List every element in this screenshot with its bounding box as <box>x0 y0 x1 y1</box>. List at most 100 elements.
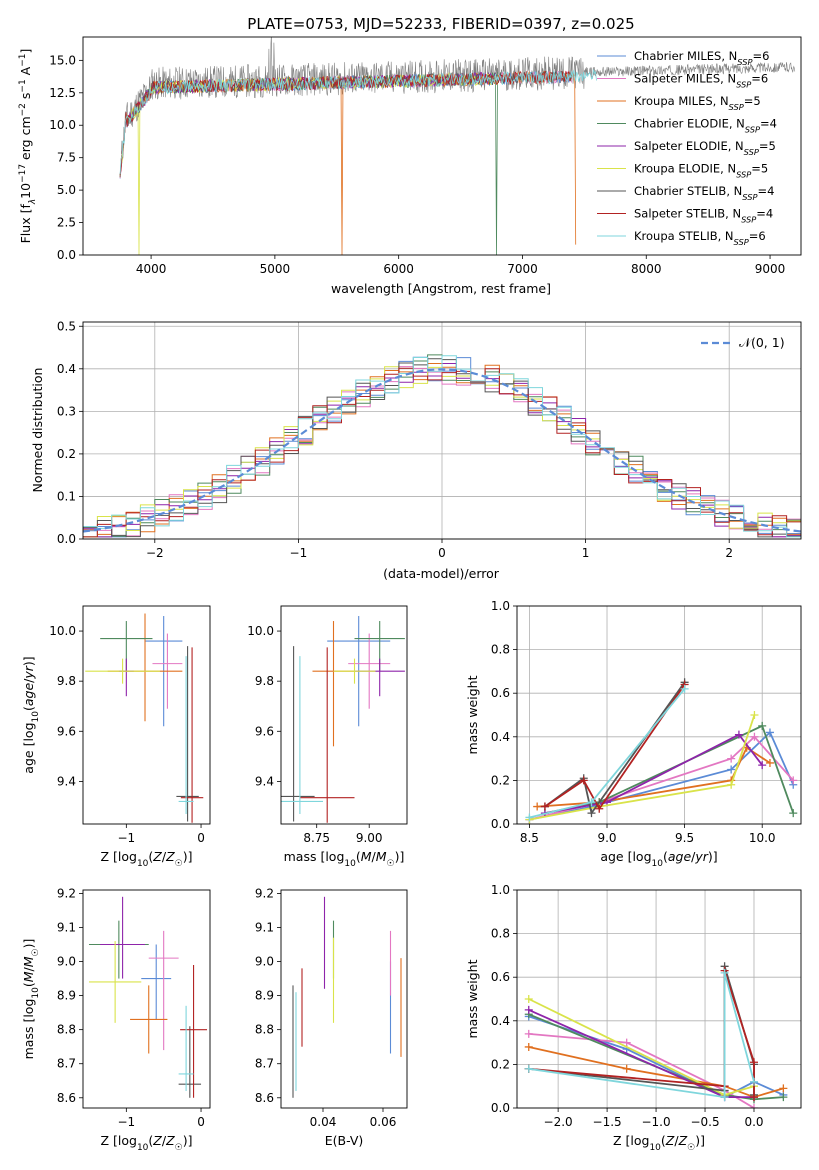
series-kroupa-stelib <box>524 968 758 1102</box>
y-tick-label: 0.0 <box>57 532 76 546</box>
model-spectrum-chabrier-elodie <box>119 72 498 255</box>
axes-frame <box>82 36 802 256</box>
axes-frame <box>280 889 408 1109</box>
spectrum-lines <box>119 37 796 255</box>
series-line <box>528 1033 755 1108</box>
errorbar-kroupa-elodie <box>88 941 142 1023</box>
x-tick-label: 0 <box>438 546 446 560</box>
histogram-salpeter-stelib <box>83 367 801 538</box>
errorbars <box>85 613 204 823</box>
data-point <box>595 804 604 813</box>
x-axis-label: E(B-V) <box>325 1133 364 1148</box>
data-point <box>720 1093 729 1102</box>
y-tick-label: 1.0 <box>491 599 510 613</box>
errorbar-salpeter-stelib <box>180 647 204 823</box>
y-tick-label: 0.4 <box>491 730 510 744</box>
errorbar-salpeter-stelib <box>299 647 355 823</box>
data-point <box>749 1093 758 1102</box>
x-tick-label: −1.0 <box>641 1115 670 1129</box>
data-point <box>720 968 729 977</box>
x-tick-label: 0 <box>197 831 205 845</box>
histogram-kroupa-stelib <box>83 355 801 538</box>
y-tick-label: 0.8 <box>491 643 510 657</box>
x-tick-label: 0.04 <box>310 1115 337 1129</box>
series-line <box>544 683 686 811</box>
legend-label: Kroupa MILES, NSSP=5 <box>634 94 761 112</box>
data-point <box>524 1029 533 1038</box>
x-tick-label: 9.5 <box>675 831 694 845</box>
series-line <box>529 730 795 821</box>
legend-label: Salpeter STELIB, NSSP=4 <box>634 207 773 225</box>
x-tick-label: 0.0 <box>744 1115 763 1129</box>
legend-label: Chabrier STELIB, NSSP=4 <box>634 184 774 202</box>
data-point <box>622 1038 631 1047</box>
axes-frame <box>82 605 211 825</box>
axes-frame <box>280 605 408 825</box>
series-line <box>528 970 755 1098</box>
x-axis-label: Z [log10(Z/Z☉)] <box>100 849 192 869</box>
series-line <box>529 714 756 821</box>
y-tick-label: 9.2 <box>57 886 76 900</box>
legend-label: Chabrier MILES, NSSP=6 <box>634 49 769 67</box>
data-point <box>749 1077 758 1086</box>
y-tick-label: 0.4 <box>491 1014 510 1028</box>
y-tick-label: 0.5 <box>57 319 76 333</box>
series-line <box>544 733 763 814</box>
x-tick-label: 9.00 <box>356 831 383 845</box>
errorbar-kroupa-miles <box>312 621 355 747</box>
errorbar-kroupa-elodie <box>85 658 160 684</box>
y-tick-label: 9.4 <box>255 774 274 788</box>
y-tick-label: 8.6 <box>57 1091 76 1105</box>
plot-age_vs_mass: 8.75 9.00 9.4 9.6 9.8 10.0 mass [log10(M/M☉)] <box>247 605 408 869</box>
data-point <box>758 721 767 730</box>
axes-frame <box>82 321 802 540</box>
legend-label: Kroupa STELIB, NSSP=6 <box>634 229 766 247</box>
data-point <box>749 1058 758 1067</box>
data-point <box>779 1084 788 1093</box>
x-tick-label: 5000 <box>260 262 291 276</box>
y-tick-label: 9.2 <box>255 886 274 900</box>
y-tick-label: 0.2 <box>491 773 510 787</box>
data-point <box>758 761 767 770</box>
y-tick-label: 9.1 <box>57 920 76 934</box>
histograms <box>83 354 801 538</box>
y-tick-label: 0.0 <box>491 1101 510 1115</box>
series-salpeter-stelib <box>540 680 689 813</box>
data-point <box>579 776 588 785</box>
data-point <box>533 802 542 811</box>
x-tick-label: 8.75 <box>303 831 330 845</box>
errorbar-salpeter-elodie <box>354 658 405 697</box>
errorbar-kroupa-stelib <box>178 1005 194 1091</box>
figure-title: PLATE=0753, MJD=52233, FIBERID=0397, z=0… <box>247 15 634 33</box>
plot-spectrum: 4000 5000 6000 7000 8000 9000 0.0 2.5 5.0 7.5 10.0… <box>18 36 802 296</box>
y-axis-label: mass weight <box>465 675 480 754</box>
x-axis-label: wavelength [Angstrom, rest frame] <box>331 281 551 296</box>
x-tick-label: −1 <box>117 831 135 845</box>
data-point <box>779 1093 788 1102</box>
data-point <box>727 754 736 763</box>
y-tick-label: 0.2 <box>491 1057 510 1071</box>
x-tick-label: 8.5 <box>520 831 539 845</box>
plot-residuals: −2 −1 0 1 2 0.0 0.1 0.2 0.3 0.4 0.5 𝒩(0, 1) (data-mo… <box>30 319 802 581</box>
x-axis-label: Z [log10(Z/Z☉)] <box>613 1133 705 1153</box>
legend-label: Salpeter MILES, NSSP=6 <box>634 72 768 90</box>
y-tick-label: 9.4 <box>57 774 76 788</box>
series-kroupa-stelib <box>525 684 689 822</box>
x-tick-label: 4000 <box>136 262 167 276</box>
data-point <box>525 813 534 822</box>
y-tick-label: 8.8 <box>255 1023 274 1037</box>
data-point <box>789 809 798 818</box>
data-point <box>789 776 798 785</box>
y-tick-label: 5.0 <box>57 183 76 197</box>
x-tick-label: −2 <box>146 546 164 560</box>
axes-frame <box>516 605 802 825</box>
normal-curve <box>83 368 801 533</box>
x-tick-label: 10.0 <box>749 831 776 845</box>
x-tick-label: 9000 <box>755 262 786 276</box>
axes-frame <box>516 889 802 1109</box>
errorbar-kroupa-stelib <box>178 656 194 814</box>
y-tick-label: 9.6 <box>255 724 274 738</box>
errorbar-chabrier-miles <box>141 944 172 1020</box>
y-tick-label: 8.7 <box>57 1057 76 1071</box>
